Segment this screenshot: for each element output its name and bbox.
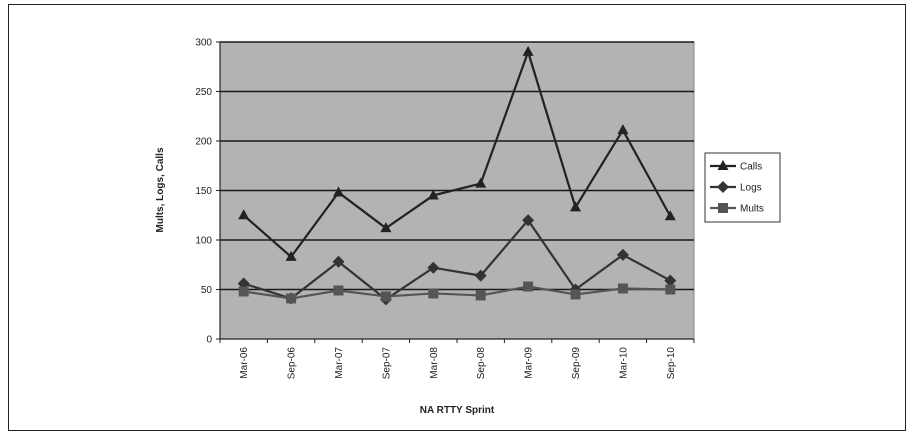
x-axis-title: NA RTTY Sprint: [420, 405, 495, 416]
data-point-calls: [570, 201, 581, 212]
data-point-mults: [475, 290, 486, 301]
data-point-mults: [523, 281, 534, 292]
data-point-logs: [664, 274, 677, 287]
data-point-calls: [333, 186, 344, 197]
legend-marker-mults: [718, 203, 728, 213]
legend-label-mults: Mults: [740, 204, 764, 215]
y-tick-label: 200: [195, 137, 212, 148]
y-tick-label: 250: [195, 87, 212, 98]
axes: [219, 42, 695, 343]
data-point-logs: [474, 269, 487, 282]
data-point-calls: [285, 250, 297, 261]
data-point-logs: [427, 261, 440, 274]
x-tick-label: Mar-07: [334, 347, 345, 379]
data-point-mults: [286, 293, 297, 304]
legend-marker-calls: [717, 160, 729, 170]
data-point-logs: [332, 255, 345, 268]
legend-item-mults: Mults: [710, 203, 764, 215]
data-point-mults: [428, 288, 439, 299]
y-tick-label: 300: [195, 38, 212, 49]
y-tick-labels: 0 50 100 150 200 250 300: [195, 38, 212, 346]
legend: Calls Logs Mults: [704, 152, 781, 223]
y-axis-title: Mults, Logs, Calls: [155, 147, 166, 232]
series-group: [237, 45, 677, 306]
data-point-calls: [238, 209, 250, 220]
legend-marker-logs: [717, 181, 729, 193]
legend-label-calls: Calls: [740, 162, 762, 173]
series-line-mults: [243, 285, 671, 300]
data-point-calls: [522, 45, 534, 56]
data-point-calls: [617, 124, 629, 135]
data-point-mults: [665, 284, 676, 295]
data-point-calls: [427, 189, 439, 200]
legend-item-calls: Calls: [710, 160, 762, 173]
data-point-logs: [522, 214, 535, 227]
legend-item-logs: Logs: [710, 181, 762, 194]
series-mults: [238, 281, 676, 304]
y-tick-label: 150: [195, 186, 212, 197]
legend-label-logs: Logs: [740, 183, 762, 194]
series-line-logs: [243, 218, 671, 301]
x-tick-label: Mar-10: [618, 347, 629, 379]
x-tick-label: Sep-08: [476, 347, 487, 380]
x-tick-label: Mar-06: [239, 347, 250, 379]
series-line-calls: [242, 48, 672, 259]
data-point-mults: [333, 285, 344, 296]
x-tick-label: Mar-09: [524, 347, 535, 379]
data-point-mults: [380, 291, 391, 302]
x-tick-labels: Mar-06 Sep-06 Mar-07 Sep-07 Mar-08 Sep-08 Mar-…: [239, 347, 677, 380]
x-tick-label: Sep-07: [381, 347, 392, 380]
x-tick-label: Sep-06: [287, 347, 298, 380]
chart-frame: [8, 4, 906, 431]
series-calls: [238, 45, 676, 261]
data-point-mults: [238, 286, 249, 297]
data-point-mults: [570, 289, 581, 300]
data-point-calls: [664, 210, 676, 221]
x-tick-label: Sep-10: [666, 347, 677, 380]
data-point-mults: [617, 283, 628, 294]
y-tick-label: 100: [195, 236, 212, 247]
y-tick-label: 0: [206, 335, 212, 346]
data-point-calls: [475, 177, 487, 188]
x-tick-label: Sep-09: [571, 347, 582, 380]
y-tick-label: 50: [201, 285, 213, 296]
data-point-calls: [380, 222, 392, 233]
data-point-logs: [616, 248, 629, 261]
x-tick-label: Mar-08: [429, 347, 440, 379]
